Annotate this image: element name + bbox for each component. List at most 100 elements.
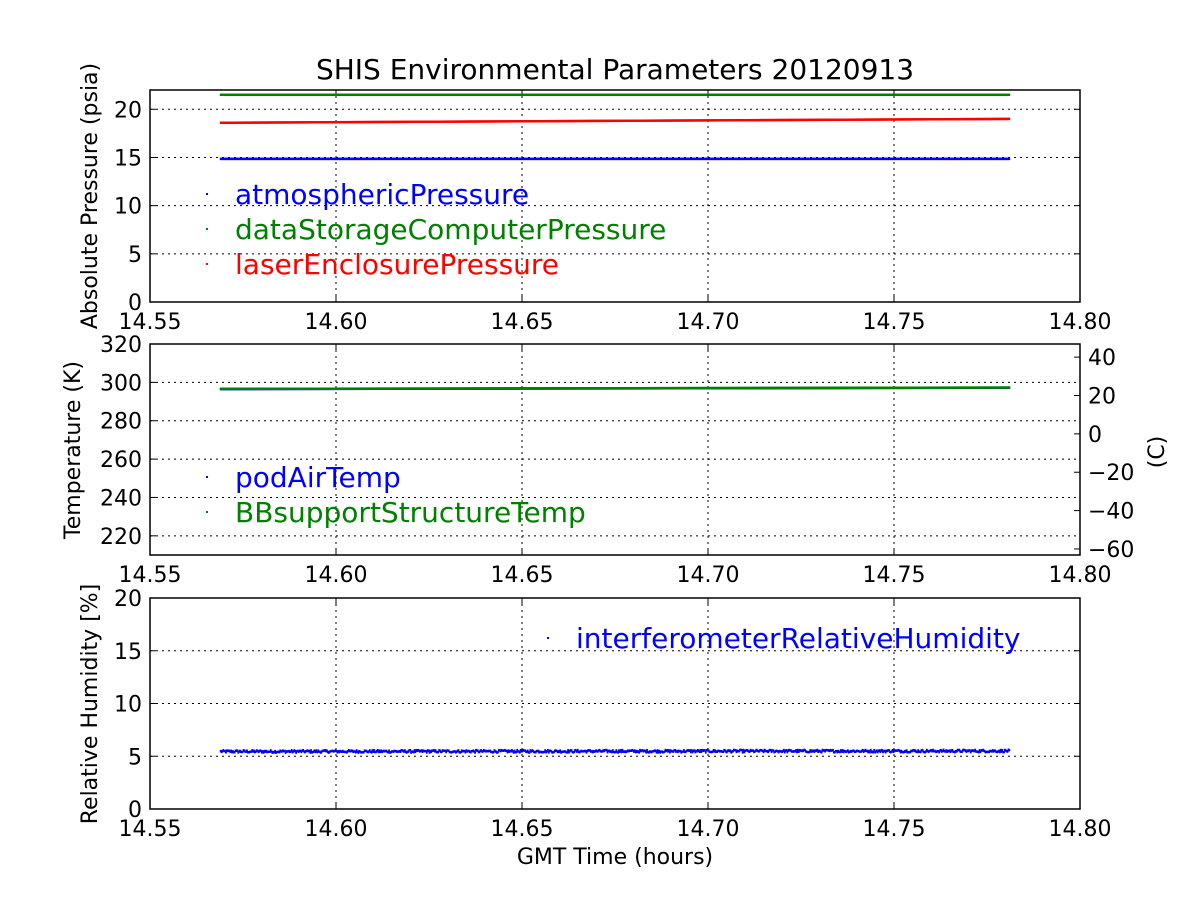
y-tick-label: 10 <box>114 693 142 718</box>
x-tick-label: 14.60 <box>305 563 368 588</box>
x-tick-label: 14.80 <box>1049 563 1112 588</box>
data-point <box>440 750 443 754</box>
x-tick-label: 14.75 <box>863 563 926 588</box>
pressure-ylabel: Absolute Pressure (psia) <box>78 63 103 329</box>
y-tick-label: 20 <box>114 587 142 612</box>
x-tick-label: 14.60 <box>305 310 368 335</box>
data-point <box>260 749 262 753</box>
legend-label: laserEnclosurePressure <box>235 248 559 281</box>
plot-frame <box>149 89 1081 303</box>
data-point <box>368 749 371 752</box>
y-tick-label: 220 <box>100 525 142 550</box>
x-tick-label: 14.65 <box>491 563 554 588</box>
data-point <box>314 750 317 754</box>
y-tick-label: 5 <box>128 243 142 268</box>
y-tick-label: 0 <box>128 798 142 823</box>
data-point <box>413 749 416 752</box>
humidity-panel: Relative Humidity [%] GMT Time (hours) 1… <box>78 584 1111 870</box>
x-tick-label: 14.55 <box>119 563 182 588</box>
data-point <box>253 749 255 753</box>
data-point <box>236 749 239 752</box>
data-point <box>256 749 259 752</box>
data-point <box>1008 93 1011 97</box>
data-point <box>420 749 423 752</box>
data-point <box>434 749 437 752</box>
data-point <box>474 751 476 754</box>
y-right-tick-label: −60 <box>1088 538 1134 563</box>
temperature-ylabel-right: (C) <box>1145 436 1170 469</box>
data-point <box>1008 117 1011 121</box>
legend-label: BBsupportStructureTemp <box>235 496 586 529</box>
data-point <box>404 749 406 752</box>
data-point <box>403 750 405 753</box>
data-point <box>313 749 316 752</box>
data-point <box>506 751 509 754</box>
data-point <box>476 749 479 752</box>
series-atmosphericPressure <box>219 157 1011 161</box>
data-point <box>512 751 515 754</box>
plot-frame <box>149 343 1081 556</box>
x-tick-label: 14.65 <box>491 310 554 335</box>
series-laserEnclosurePressure <box>219 117 1011 124</box>
y-tick-label: 0 <box>128 291 142 316</box>
x-tick-label: 14.60 <box>305 817 368 842</box>
x-tick-label: 14.70 <box>677 817 740 842</box>
data-point <box>412 751 415 754</box>
data-point <box>233 751 236 754</box>
data-point <box>302 748 305 752</box>
data-point <box>492 750 495 754</box>
data-point <box>335 749 338 753</box>
data-point <box>225 751 227 754</box>
data-point <box>262 751 265 754</box>
data-point <box>295 751 298 754</box>
data-point <box>310 749 312 752</box>
data-point <box>224 749 226 753</box>
data-point <box>283 749 286 753</box>
data-point <box>1008 157 1011 161</box>
data-point <box>460 750 462 754</box>
data-point <box>325 749 328 752</box>
data-point <box>268 750 271 753</box>
x-tick-label: 14.55 <box>119 817 182 842</box>
data-point <box>444 749 447 753</box>
data-point <box>437 750 440 754</box>
x-tick-label: 14.65 <box>491 817 554 842</box>
temperature-panel: Temperature (K) (C) 14.55 14.60 14.65 14.70… <box>61 333 1170 588</box>
data-point <box>376 748 379 752</box>
data-point <box>230 749 233 752</box>
data-point <box>357 751 360 754</box>
data-point <box>290 749 293 752</box>
data-point <box>482 750 484 753</box>
data-point <box>445 750 448 754</box>
data-point <box>274 749 276 753</box>
data-point <box>251 749 254 752</box>
data-point <box>439 749 441 752</box>
y-tick-label: 15 <box>114 640 142 665</box>
data-point <box>515 750 518 754</box>
legend-label: atmosphericPressure <box>235 178 529 211</box>
series-BBsupportStructureTemp <box>219 386 1011 391</box>
x-tick-label: 14.80 <box>1049 310 1112 335</box>
data-point <box>447 749 450 752</box>
data-point <box>278 750 281 754</box>
legend-marker <box>206 193 208 195</box>
y-right-tick-label: −20 <box>1088 461 1134 486</box>
y-right-tick-label: 0 <box>1088 423 1102 448</box>
legend-marker <box>206 228 208 230</box>
data-point <box>425 750 427 753</box>
data-point <box>308 749 311 753</box>
data-point <box>371 749 374 752</box>
data-point <box>261 751 263 754</box>
humidity-ylabel: Relative Humidity [%] <box>78 584 103 825</box>
x-tick-label: 14.70 <box>677 563 740 588</box>
data-point <box>379 750 382 754</box>
y-tick-label: 10 <box>114 195 142 220</box>
data-point <box>407 750 410 753</box>
data-point <box>480 749 483 752</box>
time-xlabel: GMT Time (hours) <box>517 845 713 870</box>
data-point <box>269 749 272 752</box>
y-tick-label: 280 <box>100 410 142 435</box>
data-point <box>261 750 264 753</box>
x-tick-label: 14.80 <box>1049 817 1112 842</box>
y-tick-label: 320 <box>100 333 142 358</box>
